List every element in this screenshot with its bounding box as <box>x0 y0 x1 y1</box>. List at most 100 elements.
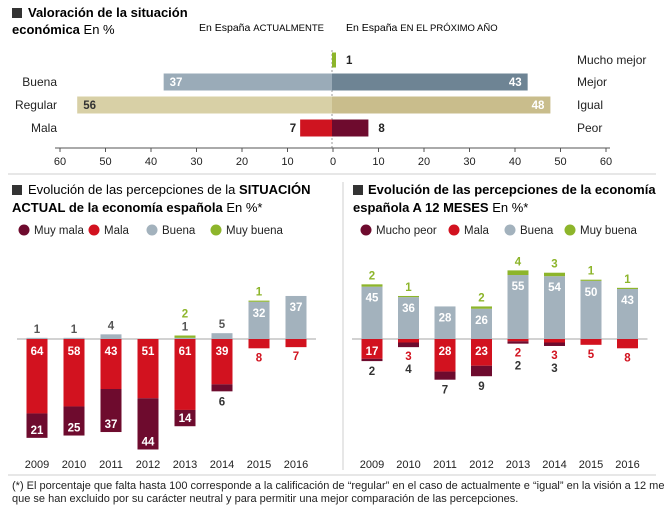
x-tick-label: 30 <box>463 156 475 168</box>
value-label-mala: 64 <box>31 346 44 358</box>
value-label-buena: 45 <box>366 293 379 305</box>
bar-segment-mala <box>434 339 456 372</box>
bar-left <box>300 119 332 137</box>
value-label-left: 56 <box>83 100 96 112</box>
legend-swatch <box>360 224 372 236</box>
value-label-muy-mala: 6 <box>219 396 225 408</box>
x-tick-label: 20 <box>418 156 430 168</box>
x-category-label: 2016 <box>615 459 639 471</box>
bar-segment-muy-mala <box>507 341 529 344</box>
legend-label: Muy buena <box>226 225 284 237</box>
x-category-label: 2012 <box>469 459 493 471</box>
footnote-line1: (*) El porcentaje que falta hasta 100 co… <box>12 480 664 492</box>
legend-swatch <box>210 224 222 236</box>
value-label-muy-mala: 3 <box>551 363 557 375</box>
legend-label: Muy mala <box>34 225 84 237</box>
value-label-buena: 26 <box>475 315 488 327</box>
value-label-mala: 8 <box>256 352 263 364</box>
value-label-mala: 23 <box>475 346 488 358</box>
bar-segment-muy-mala <box>544 342 565 346</box>
x-category-label: 2015 <box>579 459 603 471</box>
chart1-left-header: En España ACTUALMENTE <box>199 22 324 34</box>
bar-segment-buena <box>398 297 419 339</box>
title-square-icon <box>12 185 22 195</box>
bar-segment-muy-buena <box>174 335 196 338</box>
value-label-muy-buena: 1 <box>256 287 263 299</box>
bar-segment-buena <box>544 276 565 339</box>
x-tick-label: 60 <box>600 156 612 168</box>
chart2-title-line2: ACTUAL de la economía española En %* <box>12 200 262 215</box>
value-label-right: 48 <box>532 100 545 112</box>
row-label-right: Mejor <box>577 75 607 89</box>
value-label-mala: 7 <box>293 351 299 363</box>
title-square-icon <box>12 8 22 18</box>
value-label-muy-buena: 1 <box>624 274 631 286</box>
bar-segment-mala <box>617 339 638 349</box>
value-label-buena: 1 <box>34 324 41 336</box>
bar-segment-muy-mala <box>398 342 419 348</box>
bar-segment-buena <box>361 286 383 339</box>
legend-swatch <box>564 224 576 236</box>
bar-segment-muy-buena <box>507 270 529 276</box>
value-label-buena: 37 <box>290 302 303 314</box>
legend-swatch <box>504 224 516 236</box>
x-category-label: 2015 <box>247 459 271 471</box>
value-label-mala: 8 <box>624 352 631 364</box>
x-category-label: 2012 <box>136 459 160 471</box>
bar-segment-muy-mala <box>174 409 196 427</box>
value-label-buena: 43 <box>621 295 634 307</box>
value-label-mala: 28 <box>439 346 452 358</box>
row-label-left: Regular <box>15 98 57 112</box>
value-label-left: 7 <box>290 123 296 135</box>
value-label-mala: 58 <box>68 346 81 358</box>
legend-swatch <box>18 224 30 236</box>
row-label-right: Igual <box>577 98 603 112</box>
bar-segment-buena <box>580 280 602 339</box>
row-label-left: Buena <box>22 75 57 89</box>
bar-segment-buena <box>471 308 492 339</box>
bar-segment-mala <box>26 339 48 414</box>
x-category-label: 2009 <box>360 459 384 471</box>
value-label-mala: 5 <box>588 349 595 361</box>
bar-segment-mala <box>137 339 159 399</box>
bar-left <box>77 96 332 114</box>
value-label-muy-mala: 9 <box>478 381 484 393</box>
value-label-buena: 55 <box>512 281 525 293</box>
value-label-muy-buena: 1 <box>405 282 412 294</box>
x-tick-label: 40 <box>145 156 157 168</box>
row-label-right: Peor <box>577 121 602 135</box>
chart3-plot: Mucho peor Mala Buena Muy buena200917245220… <box>352 224 648 471</box>
bar-segment-mala <box>544 339 565 343</box>
value-label-muy-buena: 4 <box>515 256 522 268</box>
value-label-mala: 43 <box>105 346 118 358</box>
bar-segment-muy-mala <box>361 358 383 362</box>
chart3-title-line2: española A 12 MESES En %* <box>353 200 528 215</box>
bar-segment-buena <box>434 306 456 339</box>
bar-segment-buena <box>211 333 233 339</box>
value-label-mala: 17 <box>366 346 379 358</box>
bar-segment-buena <box>26 337 48 339</box>
bar-right <box>332 73 528 91</box>
x-tick-label: 50 <box>554 156 566 168</box>
bar-segment-muy-buena <box>580 279 602 281</box>
chart1-plot: 60 50 40 30 20 10 0 10 20 30 40 50 60 Buena 37 Regular 5… <box>15 50 646 168</box>
bar-segment-muy-buena <box>471 306 492 309</box>
x-category-label: 2016 <box>284 459 308 471</box>
legend-label: Mucho peor <box>376 225 437 237</box>
x-category-label: 2011 <box>99 459 123 471</box>
value-label-muy-buena: 2 <box>478 292 484 304</box>
bar-segment-buena <box>248 301 270 339</box>
value-label-muy-mala: 7 <box>442 385 448 397</box>
bar-segment-mala <box>248 339 270 349</box>
value-label-mala: 61 <box>179 346 192 358</box>
x-category-label: 2011 <box>433 459 457 471</box>
value-label-muy-buena: 2 <box>369 270 375 282</box>
row-label-left: Mala <box>31 121 57 135</box>
bar-segment-mala <box>100 339 122 390</box>
value-label-buena: 1 <box>182 322 189 334</box>
bar-segment-mala <box>63 339 85 407</box>
value-label-mala: 2 <box>515 348 521 360</box>
value-label-buena: 1 <box>71 324 78 336</box>
bar-segment-mala <box>361 339 383 359</box>
bar-left <box>163 73 332 91</box>
